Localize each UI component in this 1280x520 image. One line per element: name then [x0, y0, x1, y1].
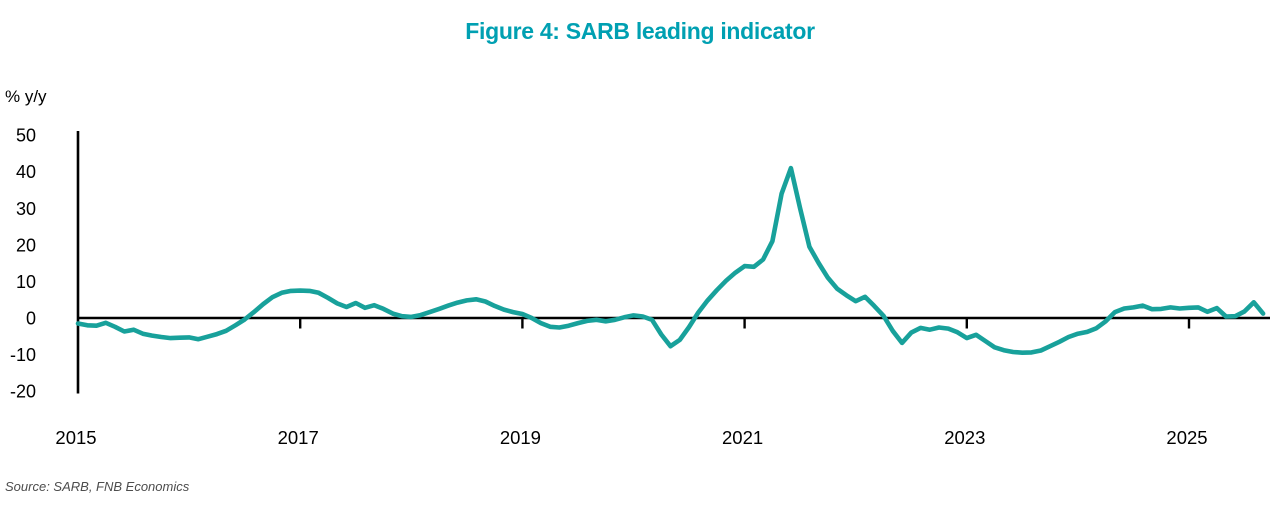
y-tick-label: 50 — [16, 126, 36, 146]
y-tick-label: 20 — [16, 235, 36, 255]
y-tick-label: 0 — [26, 309, 36, 329]
page-title: Figure 4: SARB leading indicator — [465, 18, 815, 44]
indicator-line-series — [75, 165, 1266, 356]
source-note: Source: SARB, FNB Economics — [5, 479, 190, 494]
x-tick-label: 2021 — [722, 427, 763, 448]
x-tick-label: 2025 — [1166, 427, 1207, 448]
x-tick-label: 2023 — [944, 427, 985, 448]
x-tick-label: 2015 — [55, 427, 96, 448]
x-tick-label: 2017 — [278, 427, 319, 448]
y-tick-label: -10 — [10, 345, 36, 365]
y-axis-unit-label: % y/y — [5, 87, 47, 106]
x-tick-label: 2019 — [500, 427, 541, 448]
y-tick-label: -20 — [10, 382, 36, 402]
y-tick-label: 40 — [16, 162, 36, 182]
y-tick-label: 30 — [16, 199, 36, 219]
y-tick-label: 10 — [16, 272, 36, 292]
